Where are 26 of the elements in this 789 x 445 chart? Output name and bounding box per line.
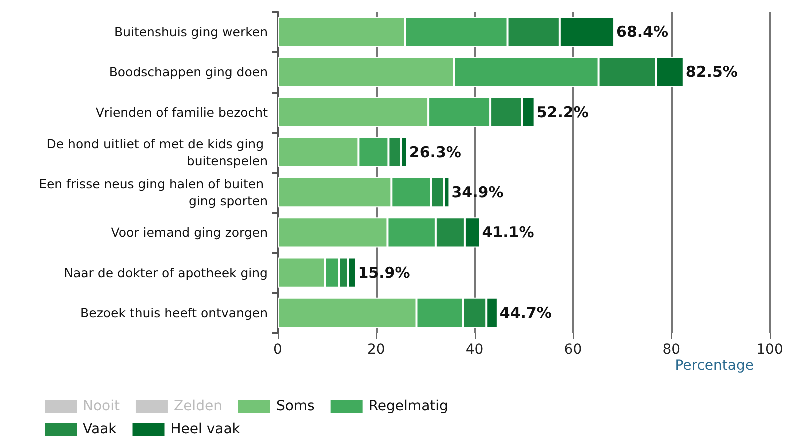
y-tick-label: De hond uitliet of met de kids ging buitenspelen (46, 136, 268, 168)
total-label: 44.7% (500, 304, 552, 322)
y-tick-label: Boodschappen ging doen (109, 64, 268, 80)
x-tick-label: 20 (367, 342, 386, 358)
total-label: 41.1% (482, 224, 534, 242)
total-label: 82.5% (686, 63, 738, 82)
legend-label: Nooit (83, 398, 120, 414)
y-tick-label: Bezoek thuis heeft ontvangen (80, 305, 268, 320)
legend-label: Regelmatig (368, 398, 448, 414)
y-tick-label: Voor iemand ging zorgen (111, 225, 268, 240)
legend-label: Vaak (83, 422, 118, 438)
y-tick-label: Een frisse neus ging halen of buiten ging sporten (39, 176, 268, 209)
x-tick-label: 0 (274, 342, 282, 358)
x-tick-label: 100 (756, 342, 784, 358)
legend-label: Soms (276, 398, 315, 414)
y-tick-label: Buitenshuis ging werken (114, 24, 268, 40)
total-label: 26.3% (409, 143, 462, 162)
x-tick-label: 80 (662, 342, 681, 358)
x-tick-label: 40 (466, 342, 484, 358)
total-label: 68.4% (616, 23, 669, 42)
legend-label: Zelden (174, 398, 222, 414)
legend-label: Heel vaak (170, 422, 242, 438)
y-tick-label: Naar de dokter of apotheek ging (64, 265, 268, 280)
x-tick-label: 60 (564, 342, 582, 358)
x-axis-title: Percentage (675, 358, 754, 374)
y-tick-label: Vrienden of familie bezocht (96, 104, 268, 120)
